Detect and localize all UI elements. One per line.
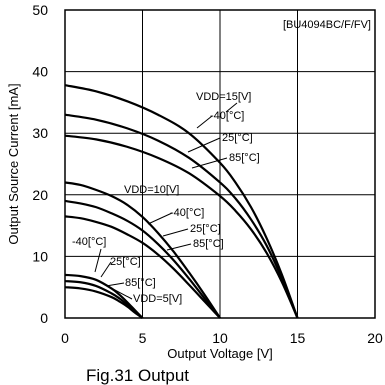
- annotation-vdd10-temp2: 25[°C]: [190, 223, 221, 235]
- x-axis-label: Output Voltage [V]: [167, 346, 273, 361]
- annotation-leader-line: [196, 115, 213, 129]
- grid-lines: [65, 10, 375, 318]
- x-tick-label: 10: [212, 330, 228, 346]
- y-axis-label: Output Source Current [mA]: [6, 83, 21, 244]
- x-tick-label: 20: [367, 330, 383, 346]
- y-tick-label: 10: [32, 248, 48, 264]
- annotation-vdd15-temp2: 25[°C]: [222, 132, 253, 144]
- x-tick-label: 5: [139, 330, 147, 346]
- annotation-vdd5-temp3: 85[°C]: [125, 277, 156, 289]
- annotation-leader-line: [225, 102, 238, 113]
- annotation-vdd10: VDD=10[V]: [124, 184, 179, 196]
- annotation-vdd5-temp2: 25[°C]: [110, 256, 141, 268]
- figure-caption: Fig.31 Output: [86, 366, 189, 385]
- curve-vdd10-t85: [64, 215, 221, 319]
- annotation-leader-line: [112, 288, 133, 300]
- curve-vdd5-t85: [64, 286, 144, 319]
- y-tick-label: 0: [40, 310, 48, 326]
- x-tick-label: 0: [61, 330, 69, 346]
- part-label: [BU4094BC/F/FV]: [283, 19, 371, 31]
- y-tick-labels: 0 10 20 30 40 50: [32, 2, 48, 326]
- curve-vdd15-t85: [64, 134, 299, 319]
- y-tick-label: 40: [32, 64, 48, 80]
- y-tick-label: 50: [32, 2, 48, 18]
- curve-vdd15-tm40: [64, 84, 299, 319]
- curve-vdd10-tm40: [64, 181, 221, 319]
- annotation-vdd15-temp1: -40[°C]: [210, 110, 244, 122]
- annotation-leader-line: [147, 212, 173, 225]
- annotation-vdd15: VDD=15[V]: [196, 91, 251, 103]
- annotation-vdd5-temp1: -40[°C]: [72, 236, 106, 248]
- curves: [64, 84, 299, 319]
- annotation-leader-line: [94, 248, 102, 273]
- annotation-leaders: [94, 102, 238, 300]
- annotation-leader-line: [162, 228, 189, 237]
- annotation-vdd5: VDD=5[V]: [133, 293, 182, 305]
- annotation-vdd10-temp3: 85[°C]: [193, 238, 224, 250]
- annotation-leader-line: [166, 243, 192, 251]
- x-tick-labels: 0 5 10 15 20: [61, 330, 383, 346]
- curve-vdd15-t25: [64, 113, 299, 319]
- annotation-vdd15-temp3: 85[°C]: [229, 152, 260, 164]
- annotation-leader-line: [191, 157, 228, 169]
- y-tick-label: 30: [32, 125, 48, 141]
- annotation-leader-line: [100, 261, 112, 278]
- annotation-leader-line: [187, 137, 221, 153]
- x-tick-label: 15: [290, 330, 306, 346]
- annotation-vdd10-temp1: -40[°C]: [170, 207, 204, 219]
- annotation-leader-line: [105, 282, 125, 287]
- curve-vdd10-t25: [64, 199, 221, 319]
- y-tick-label: 20: [32, 187, 48, 203]
